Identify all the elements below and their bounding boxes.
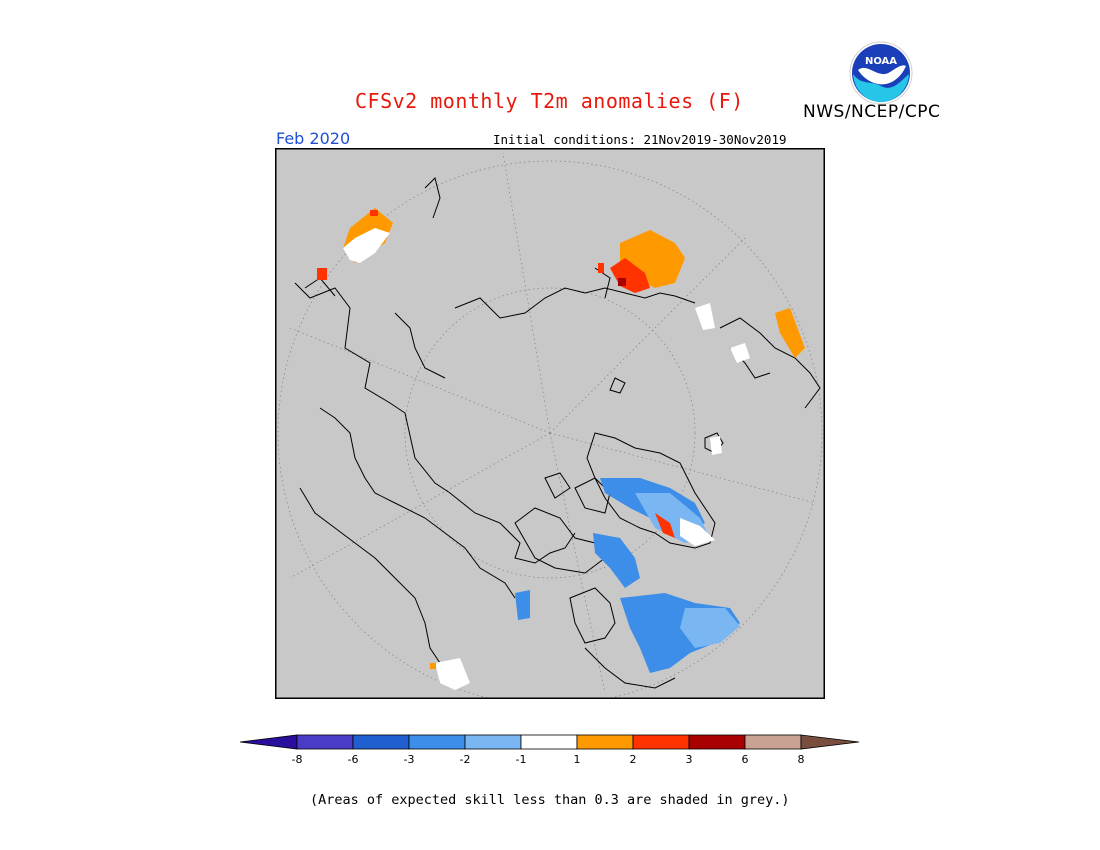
anomaly-region	[730, 343, 750, 363]
colorbar-tick-label: 6	[741, 753, 749, 766]
colorbar-tick-label: -8	[291, 753, 303, 766]
initial-conditions: Initial conditions: 21Nov2019-30Nov2019	[493, 132, 787, 147]
anomaly-region	[695, 303, 715, 330]
chart-title: CFSv2 monthly T2m anomalies (F)	[355, 89, 744, 113]
colorbar-segment	[576, 734, 634, 750]
colorbar-tick-label: -6	[347, 753, 359, 766]
anomaly-region	[655, 513, 675, 538]
colorbar-segment	[520, 734, 578, 750]
polar-map	[275, 148, 825, 699]
anomaly-region	[775, 308, 805, 358]
anomaly-region	[515, 590, 530, 620]
graticule	[277, 152, 823, 699]
anomaly-region	[710, 436, 722, 455]
anomaly-region	[370, 210, 378, 216]
colorbar-tick-label: -2	[459, 753, 471, 766]
colorbar-tick-label: -1	[515, 753, 527, 766]
valid-month: Feb 2020	[276, 129, 351, 148]
colorbar-tick-label: -3	[403, 753, 415, 766]
colorbar-segment	[744, 734, 802, 750]
skill-footnote: (Areas of expected skill less than 0.3 a…	[310, 792, 790, 808]
anomaly-region	[593, 533, 640, 588]
anomaly-region	[430, 663, 436, 669]
colorbar-segment	[408, 734, 466, 750]
anomaly-region	[680, 518, 715, 546]
anomaly-region	[598, 263, 604, 273]
noaa-logo: NOAA	[848, 40, 914, 110]
colorbar-tick-label: 2	[629, 753, 637, 766]
logo-text: NOAA	[865, 56, 897, 67]
anomaly-region	[317, 268, 327, 280]
anomaly-region	[343, 228, 390, 263]
colorbar	[239, 734, 860, 750]
colorbar-tick-label: 8	[797, 753, 805, 766]
colorbar-segments	[296, 734, 802, 750]
colorbar-segment	[632, 734, 690, 750]
anomaly-region	[618, 278, 626, 286]
colorbar-segment	[352, 734, 410, 750]
colorbar-tick-label: 1	[573, 753, 581, 766]
anomaly-region	[680, 608, 740, 648]
agency-label: NWS/NCEP/CPC	[803, 102, 941, 122]
colorbar-segment	[688, 734, 746, 750]
anomaly-shading	[317, 208, 805, 690]
colorbar-arrow-low	[239, 734, 298, 750]
anomaly-region	[435, 658, 470, 690]
colorbar-tick-label: 3	[685, 753, 693, 766]
map-frame	[275, 148, 825, 699]
colorbar-segment	[464, 734, 522, 750]
colorbar-segment	[296, 734, 354, 750]
colorbar-arrow-high	[800, 734, 860, 750]
